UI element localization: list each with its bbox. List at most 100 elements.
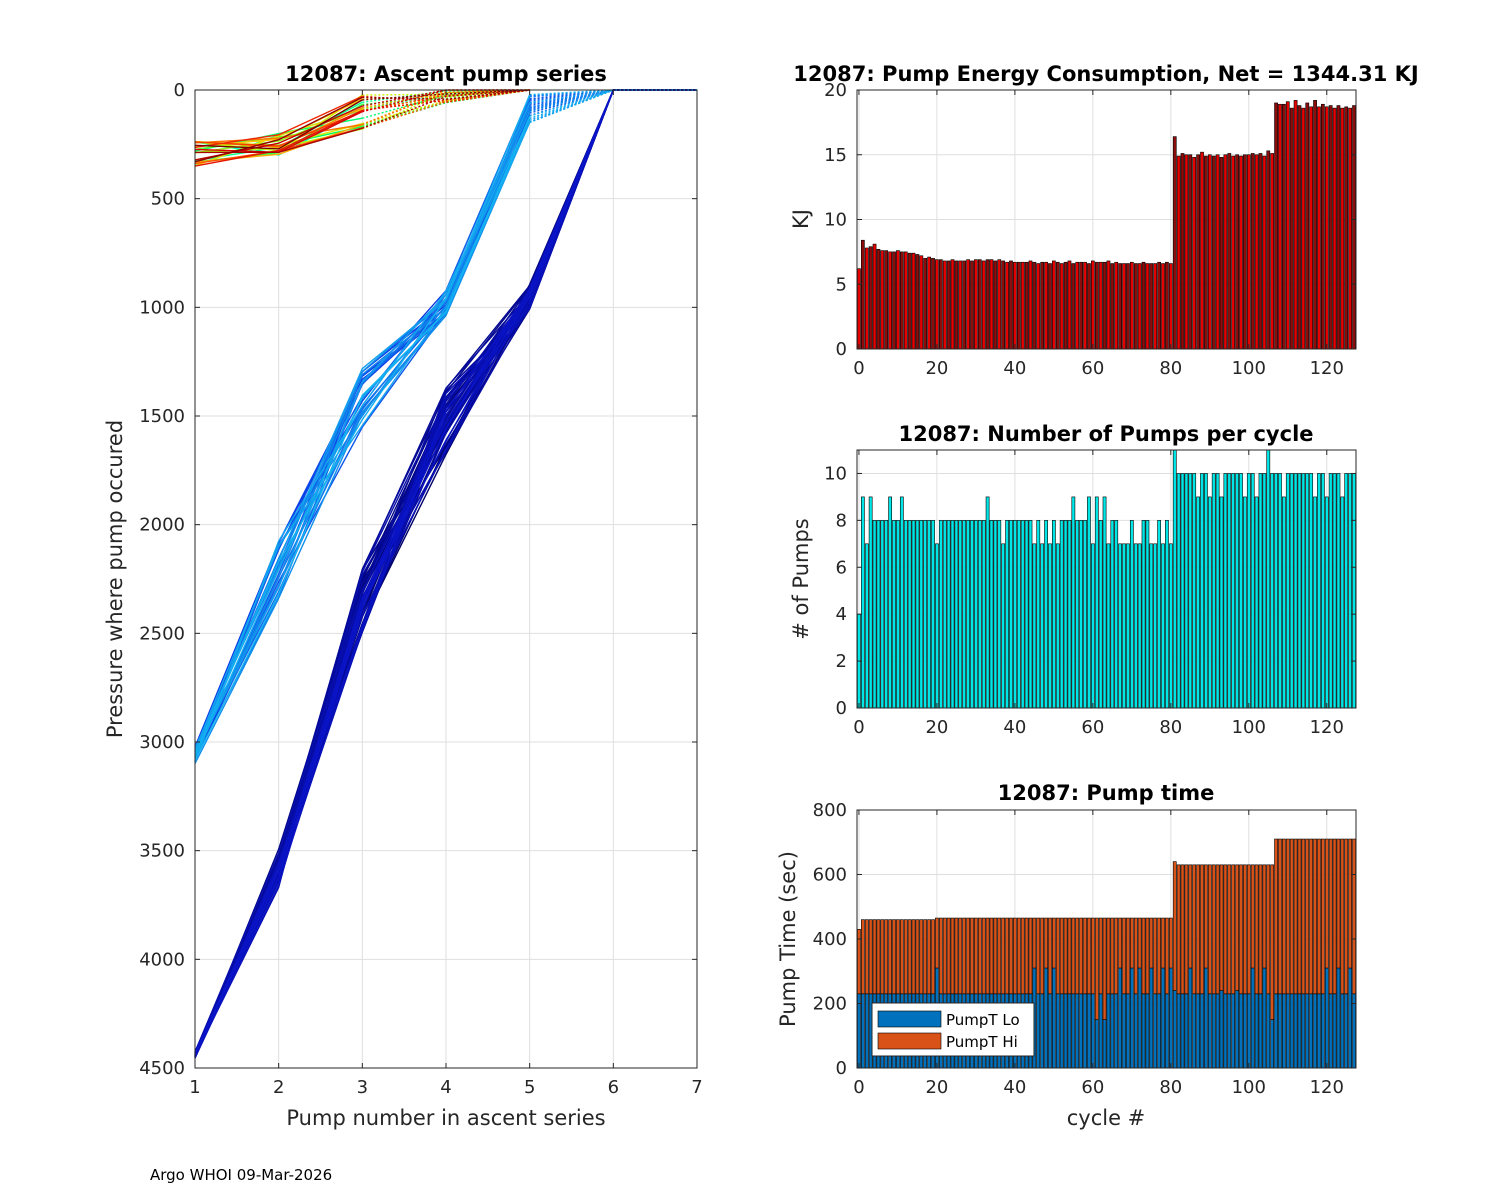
bar xyxy=(1258,473,1263,709)
bar-pumpt-hi xyxy=(1344,838,1349,995)
series-line xyxy=(194,121,531,764)
bar xyxy=(1231,473,1236,709)
y-axis-label: Pressure where pump occured xyxy=(103,420,127,738)
y-tick-label: 3500 xyxy=(139,841,185,862)
bar-pumpt-lo xyxy=(1285,993,1290,1069)
bar xyxy=(997,259,1002,350)
bar xyxy=(1052,520,1056,709)
bar xyxy=(985,259,990,350)
bar xyxy=(1262,155,1267,350)
bar-pumpt-lo xyxy=(1243,993,1247,1069)
bar-pumpt-hi xyxy=(1309,838,1314,995)
bar-pumpt-hi xyxy=(1141,917,1146,995)
bar-pumpt-hi xyxy=(931,919,935,995)
bar-pumpt-hi xyxy=(1172,861,1177,991)
bar xyxy=(1055,543,1060,709)
bar xyxy=(876,520,881,709)
bar xyxy=(1196,496,1200,709)
x-tick-label: 40 xyxy=(1003,358,1026,379)
bar-pumpt-lo xyxy=(1239,993,1243,1069)
bar-pumpt-hi xyxy=(1013,917,1017,995)
bar xyxy=(1009,260,1013,350)
bar-pumpt-hi xyxy=(1305,838,1310,995)
bar xyxy=(1016,520,1021,709)
bar xyxy=(1032,261,1037,350)
bar xyxy=(1231,155,1236,350)
bar xyxy=(1087,496,1091,709)
pumps-per-cycle-panel: 0 20 40 60 80 100 120 0 2 4 6 8 10 12087: Number of … xyxy=(789,422,1357,738)
bar xyxy=(942,260,947,350)
bar-pumpt-hi xyxy=(1184,864,1189,995)
bar-pumpt-hi xyxy=(1340,838,1345,995)
bar-pumpt-lo xyxy=(1313,993,1317,1069)
bar-pumpt-hi xyxy=(1032,917,1037,969)
y-axis-label: KJ xyxy=(789,209,813,229)
bar-pumpt-lo xyxy=(1126,993,1130,1069)
pump-time-panel: 0 20 40 60 80 100 120 0 200 400 600 800 12087: Pump… xyxy=(776,781,1357,1130)
bar-pumpt-lo xyxy=(1071,993,1076,1069)
x-tick-label: 100 xyxy=(1232,358,1266,379)
bar xyxy=(923,258,928,350)
bar xyxy=(935,259,939,350)
bar-pumpt-hi xyxy=(942,917,947,995)
bar xyxy=(923,520,928,709)
bar-pumpt-hi xyxy=(985,917,990,995)
bar xyxy=(1036,520,1041,709)
bar xyxy=(860,239,865,350)
bar-pumpt-hi xyxy=(1215,864,1220,995)
bar-pumpt-lo xyxy=(1332,993,1337,1069)
bar-pumpt-lo xyxy=(1321,993,1325,1069)
series-line xyxy=(194,122,531,754)
bar xyxy=(958,520,963,709)
bar xyxy=(1071,263,1076,350)
bar-pumpt-hi xyxy=(1028,917,1033,995)
bar xyxy=(1180,473,1185,709)
bar-pumpt-lo xyxy=(1204,967,1208,1069)
bar-pumpt-hi xyxy=(1274,838,1278,995)
bar-pumpt-hi xyxy=(1180,864,1185,995)
bar xyxy=(1106,543,1111,709)
bar xyxy=(868,246,873,350)
bar xyxy=(1297,105,1302,350)
bar-pumpt-hi xyxy=(1079,917,1084,995)
bar-pumpt-hi xyxy=(1317,838,1321,995)
bar-pumpt-hi xyxy=(1258,864,1263,995)
bar-pumpt-hi xyxy=(1090,917,1095,995)
bar xyxy=(1317,473,1321,709)
y-tick-label: 1500 xyxy=(139,406,185,427)
bar-pumpt-lo xyxy=(1083,993,1087,1069)
y-tick-label: 2500 xyxy=(139,623,185,644)
bar-pumpt-hi xyxy=(1137,917,1142,969)
bar xyxy=(1196,154,1200,350)
series-line xyxy=(194,89,614,1054)
bar xyxy=(1258,153,1263,350)
y-axis-label: Pump Time (sec) xyxy=(776,851,800,1027)
bar xyxy=(864,543,869,709)
bar xyxy=(1055,261,1060,350)
bar-pumpt-hi xyxy=(1297,838,1302,995)
bar-pumpt-lo xyxy=(1289,993,1294,1069)
bar-pumpt-hi xyxy=(884,919,889,995)
bar xyxy=(1282,496,1286,709)
bar xyxy=(962,520,967,709)
y-tick-label: 2 xyxy=(836,651,847,672)
series-line xyxy=(194,96,363,163)
bar xyxy=(966,259,970,350)
bar xyxy=(1137,543,1142,709)
bar-pumpt-hi xyxy=(860,919,865,995)
bar xyxy=(1309,106,1314,350)
y-tick-label: 600 xyxy=(813,865,847,886)
bar xyxy=(1028,520,1033,709)
bar xyxy=(1285,473,1290,709)
x-tick-label: 60 xyxy=(1081,1077,1104,1098)
bar-pumpt-lo xyxy=(1348,967,1353,1069)
bar xyxy=(938,520,943,709)
bar-pumpt-hi xyxy=(966,917,970,995)
bar xyxy=(1180,153,1185,350)
bar-pumpt-hi xyxy=(923,919,928,995)
bar-pumpt-lo xyxy=(857,993,861,1069)
series-line-dotted xyxy=(362,89,530,129)
bar xyxy=(1223,154,1228,350)
bar xyxy=(1266,150,1271,350)
